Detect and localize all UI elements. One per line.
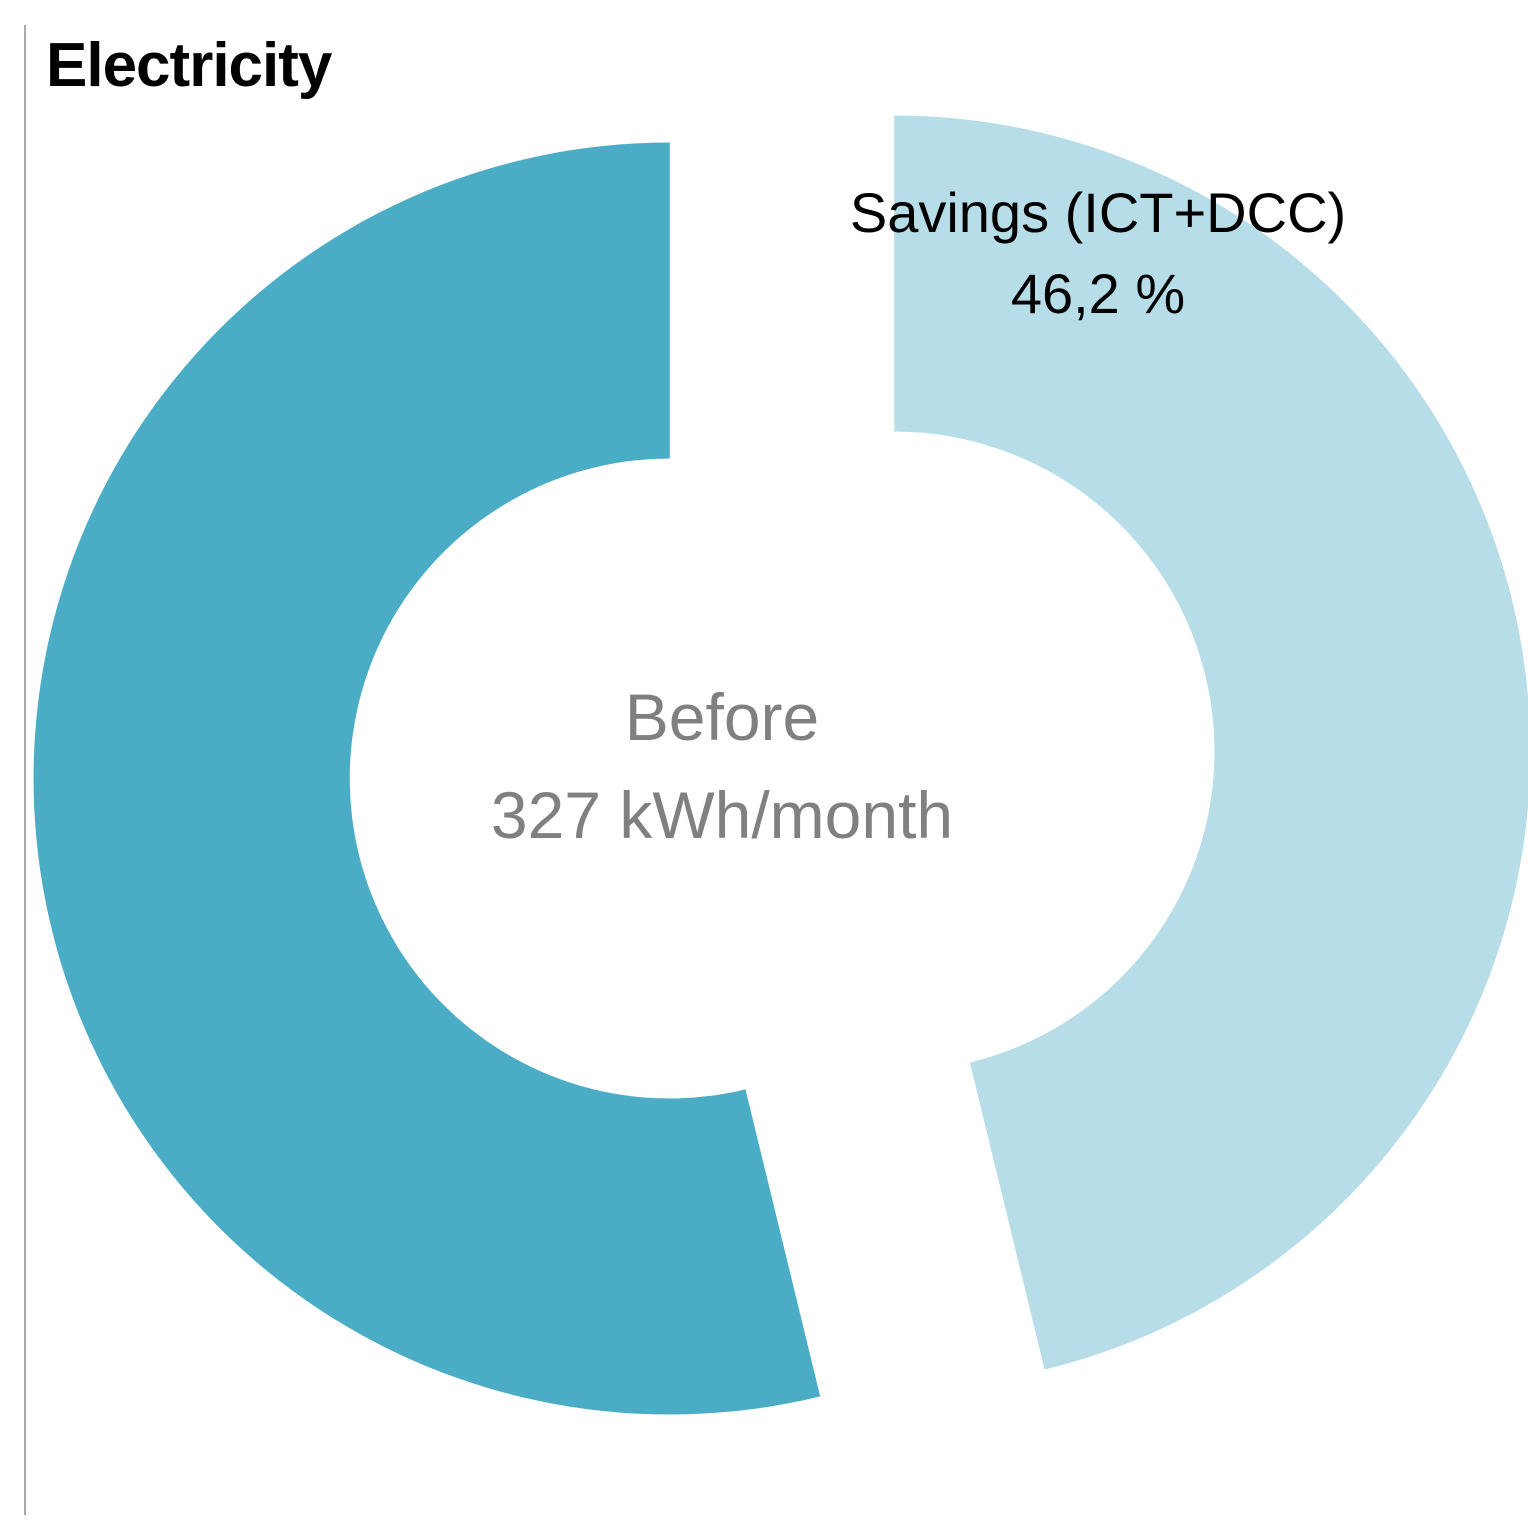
left-border-line [24,25,26,1515]
center-label-value: 327 kWh/month [490,778,954,852]
slice-label-savings-percent: 46,2 % [1010,262,1186,325]
doughnut-slice-savings [894,115,1528,1370]
center-label-series: Before [624,680,820,754]
doughnut-slice-before [33,142,821,1415]
doughnut-center-label: Before 327 kWh/month [491,668,953,864]
slice-label-savings-name: Savings (ICT+DCC) [849,181,1347,244]
slice-label-savings: Savings (ICT+DCC) 46,2 % [850,172,1346,334]
chart-title: Electricity [46,31,332,100]
